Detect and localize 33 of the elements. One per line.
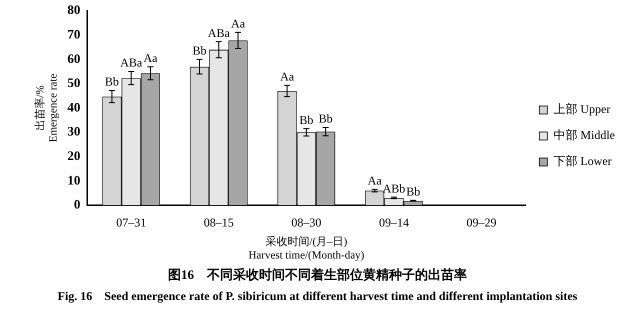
x-tick-label: 08–15	[204, 216, 234, 230]
x-tick-label: 09–29	[466, 216, 497, 230]
data-label: ABb	[382, 181, 406, 196]
y-axis-title: 出苗率/% Emergence rate	[33, 74, 60, 142]
y-tick-label: 40	[67, 99, 80, 114]
data-label: Bb	[299, 112, 314, 127]
y-tick-label: 60	[67, 50, 80, 66]
text: 图16 不同采收时间不同着生部位黄精种子的出苗率	[167, 266, 468, 284]
x-tick-label: 09–14	[378, 216, 409, 230]
data-label: Aa	[143, 50, 158, 65]
data-label: Bb	[318, 112, 333, 126]
y-tick-label: 80	[67, 2, 80, 18]
data-label: Aa	[231, 16, 246, 31]
data-label: ABa	[120, 56, 143, 70]
x-tick-label: 08–30	[291, 216, 322, 230]
y-tick-label: 50	[67, 75, 80, 90]
y-tick-label: 30	[67, 124, 80, 139]
legend-label: 上部 Upper	[553, 102, 610, 116]
data-label: Bb	[104, 74, 119, 89]
text: Fig. 16 Seed emergence rate of P. sibiricum at different harvest time and different implantation sites	[56, 288, 578, 305]
legend-label: 下部 Lower	[553, 154, 612, 168]
data-label: Bb	[406, 184, 420, 198]
y-tick-label: 70	[67, 26, 80, 42]
y-tick-label: 20	[67, 148, 80, 163]
y-tick-label: 0	[74, 196, 80, 212]
x-axis-title: 采收时间/(月–日) Harvest time/(Month-day)	[248, 235, 365, 262]
data-label: ABa	[208, 26, 230, 40]
data-label: Bb	[192, 44, 207, 58]
x-tick-label: 07–31	[116, 216, 146, 230]
data-label: Aa	[368, 174, 382, 188]
y-tick-label: 10	[67, 172, 80, 188]
legend-label: 中部 Middle	[553, 128, 616, 142]
data-label: Aa	[280, 70, 295, 84]
